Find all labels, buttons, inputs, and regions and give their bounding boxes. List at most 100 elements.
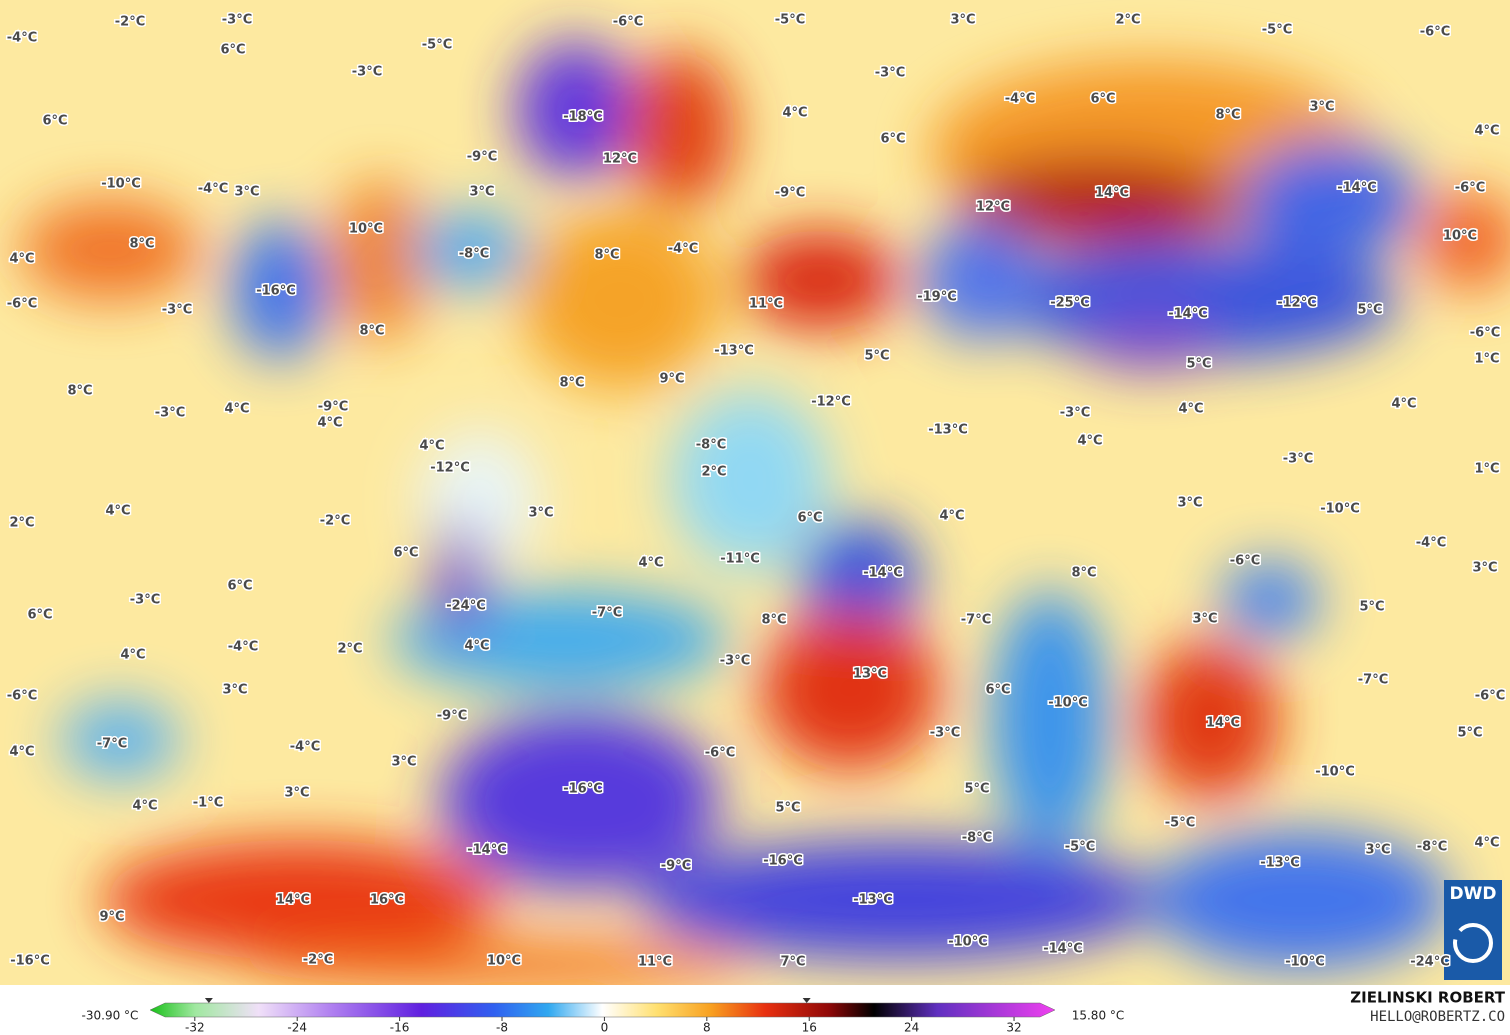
temperature-label: -4°C [1416,536,1446,551]
temperature-label: 3°C [1309,100,1334,115]
temperature-label: 9°C [659,372,684,387]
temperature-label: 4°C [9,745,34,760]
temperature-label: 6°C [42,114,67,129]
temperature-label: 5°C [1357,303,1382,318]
temperature-label: 14°C [1206,716,1240,731]
temperature-label: -3°C [930,726,960,741]
temperature-label: 8°C [359,324,384,339]
temperature-label: 9°C [99,910,124,925]
temperature-label: 7°C [780,955,805,970]
temperature-label: -4°C [290,740,320,755]
temperature-label: 6°C [220,43,245,58]
colorbar-extreme-marker [802,998,811,1003]
temperature-label: 2°C [337,642,362,657]
temperature-label: -6°C [7,297,37,312]
temperature-label: 5°C [1359,600,1384,615]
temperature-label: 4°C [419,439,444,454]
temperature-label: 4°C [1077,434,1102,449]
temperature-label: 8°C [129,237,154,252]
temperature-label: 4°C [939,509,964,524]
temperature-label: 3°C [222,683,247,698]
temperature-label: -14°C [467,843,507,858]
temperature-label: -13°C [928,423,968,438]
temperature-label: -12°C [811,395,851,410]
temperature-label: 16°C [370,893,404,908]
temperature-label: 5°C [964,782,989,797]
temperature-label: -5°C [1262,23,1292,38]
temperature-label: -3°C [162,303,192,318]
temperature-label: 2°C [701,465,726,480]
temperature-label: -6°C [1230,554,1260,569]
temperature-label: -6°C [1470,326,1500,341]
temperature-label: -16°C [763,854,803,869]
temperature-label: 4°C [1474,836,1499,851]
temperature-label: -3°C [352,65,382,80]
temperature-label: -9°C [437,709,467,724]
temperature-label: 6°C [27,608,52,623]
credit-contact: HELLO@ROBERTZ.CO [1370,1009,1505,1025]
temperature-label: -4°C [198,182,228,197]
temperature-label: 4°C [1474,124,1499,139]
temperature-label: 4°C [782,106,807,121]
temperature-label: -10°C [1315,765,1355,780]
colorbar-tick-label: -32 [185,1021,205,1035]
temperature-label: -6°C [7,689,37,704]
temperature-label: -6°C [613,15,643,30]
colorbar-tick-label: 8 [703,1021,711,1035]
temperature-label: -1°C [193,796,223,811]
credit-author: ZIELINSKI ROBERT [1350,989,1505,1007]
temperature-label: 3°C [1365,843,1390,858]
temperature-label: -4°C [668,242,698,257]
temperature-label: -14°C [1043,942,1083,957]
temperature-label: -6°C [1420,25,1450,40]
colorbar: -32 -24 -16 -8 0 8 16 24 32 [149,998,1056,1035]
temperature-label: 8°C [594,248,619,263]
temperature-label: -16°C [10,954,50,969]
temperature-label: -7°C [961,613,991,628]
temperature-label: 8°C [1215,108,1240,123]
temperature-label: 4°C [464,639,489,654]
colorbar-tick-label: 24 [904,1021,919,1035]
temperature-label: 2°C [1115,13,1140,28]
temperature-label: -3°C [1060,406,1090,421]
temperature-label: 6°C [880,132,905,147]
temperature-label: -14°C [1337,181,1377,196]
map-background [0,0,1510,987]
temperature-label: 12°C [976,200,1010,215]
temperature-label: -12°C [1277,296,1317,311]
temperature-label: 5°C [1186,357,1211,372]
temperature-label: -12°C [430,461,470,476]
temperature-label: -16°C [256,284,296,299]
temperature-label: 4°C [317,416,342,431]
colorbar-tick-label: 16 [802,1021,817,1035]
temperature-label: -7°C [97,737,127,752]
temperature-label: -8°C [459,247,489,262]
temperature-label: -2°C [320,514,350,529]
temperature-label: 1°C [1474,352,1499,367]
temperature-label: 10°C [349,222,383,237]
temperature-label: -3°C [720,654,750,669]
colorbar-max-label: 15.80 °C [1072,1009,1125,1023]
temperature-label: -6°C [1475,689,1505,704]
temperature-label: 4°C [120,648,145,663]
temperature-label: -10°C [1285,955,1325,970]
temperature-label: 4°C [105,504,130,519]
temperature-label: 3°C [284,786,309,801]
colorbar-tick-label: -8 [496,1021,508,1035]
temperature-label: -10°C [1320,502,1360,517]
temperature-label: 3°C [950,13,975,28]
temperature-label: -10°C [101,177,141,192]
temperature-label: 8°C [1071,566,1096,581]
temperature-label: -11°C [720,552,760,567]
temperature-label: -24°C [446,599,486,614]
temperature-label: -13°C [714,344,754,359]
temperature-label: 5°C [775,801,800,816]
logo-text: DWD [1450,884,1497,904]
temperature-label: -25°C [1050,296,1090,311]
temperature-label: -3°C [130,593,160,608]
temperature-label: 1°C [1474,462,1499,477]
temperature-label: 3°C [391,755,416,770]
colorbar-tick-label: 32 [1006,1021,1021,1035]
